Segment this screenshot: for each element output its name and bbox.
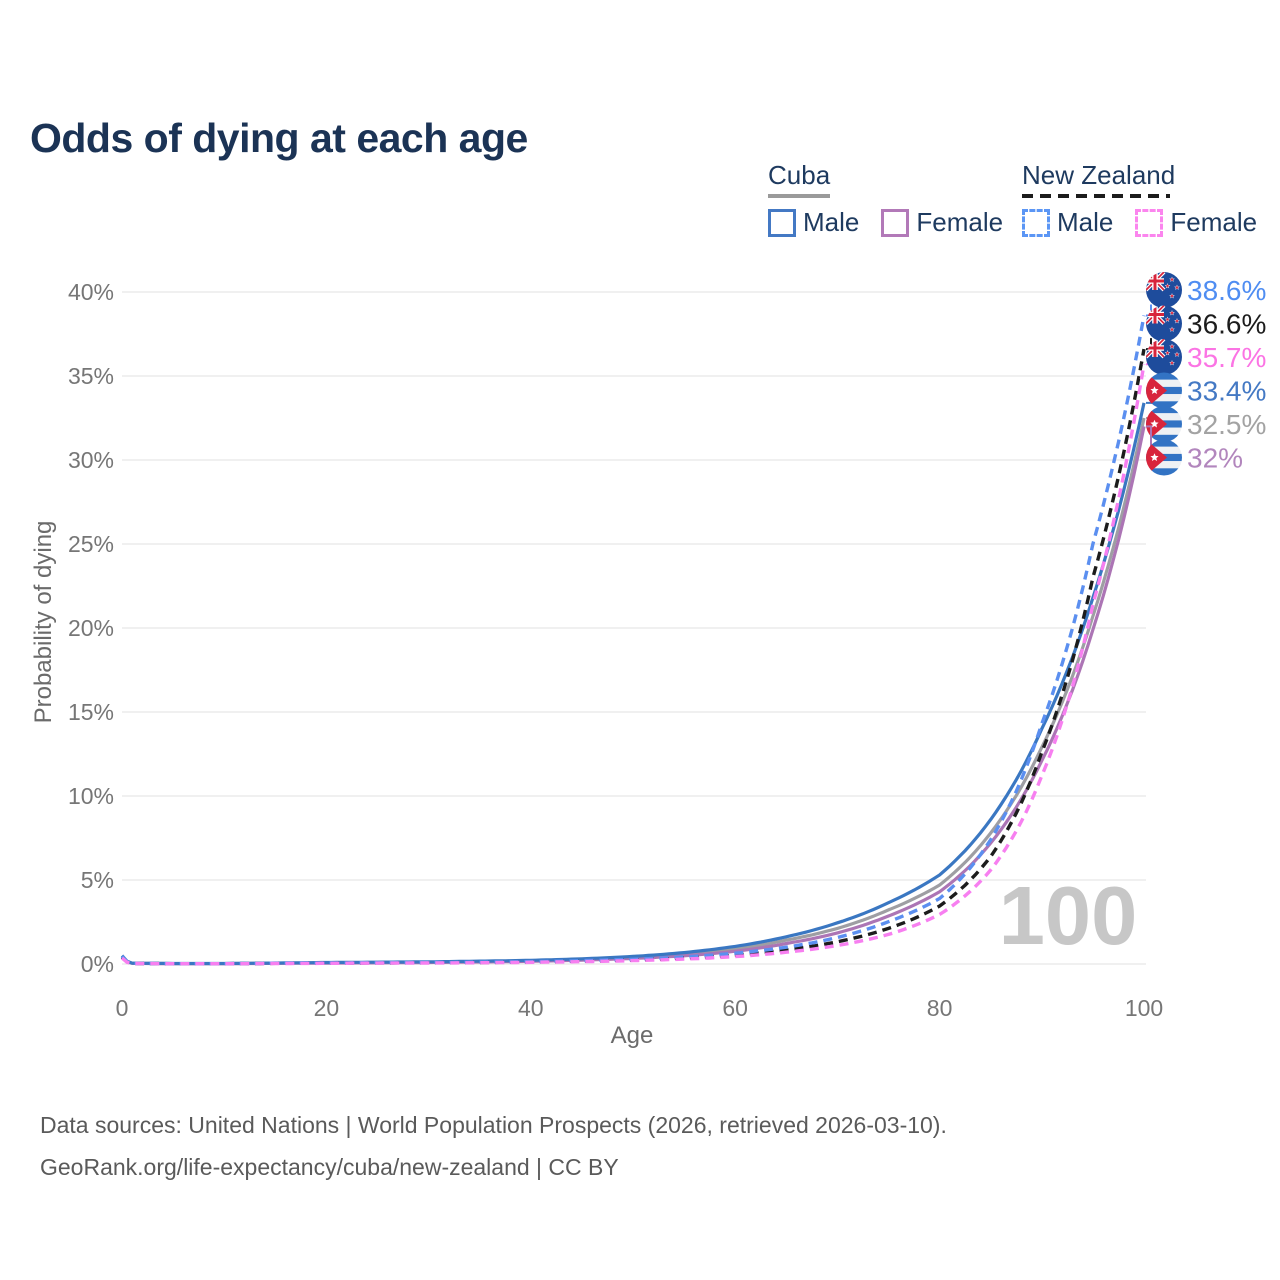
end-value-label-cuba-male: 33.4% (1187, 376, 1266, 407)
end-value-label-cuba-female: 32% (1187, 443, 1243, 474)
legend-label-cuba-male[interactable]: Male (803, 207, 860, 237)
new-zealand-flag-icon (1146, 306, 1182, 342)
x-tick-label: 40 (518, 995, 544, 1021)
y-tick-label: 10% (68, 783, 114, 809)
y-tick-label: 25% (68, 531, 114, 557)
y-tick-label: 15% (68, 699, 114, 725)
y-tick-label: 5% (81, 867, 114, 893)
page-title: Odds of dying at each age (30, 115, 528, 162)
y-tick-label: 20% (68, 615, 114, 641)
x-axis-title: Age (610, 1022, 654, 1049)
attribution-line: GeoRank.org/life-expectancy/cuba/new-zea… (40, 1154, 619, 1180)
cuba-flag-icon (1146, 373, 1182, 409)
x-tick-label: 60 (722, 995, 748, 1021)
legend-group-new-zealand: New Zealand Male Female (1022, 160, 1279, 238)
y-tick-label: 0% (81, 951, 114, 977)
legend-cuba-title: Cuba (768, 160, 831, 190)
x-tick-label: 100 (1125, 995, 1163, 1021)
legend-nz-title: New Zealand (1022, 160, 1176, 190)
series-line-nz-female[interactable] (120, 363, 1146, 966)
hovered-age-watermark: 100 (998, 869, 1138, 962)
end-value-label-nz-male: 38.6% (1187, 275, 1266, 306)
legend-swatch-nz-female[interactable] (1135, 208, 1164, 237)
legend-swatch-cuba-male[interactable] (768, 208, 796, 237)
y-tick-label: 40% (68, 279, 114, 305)
y-axis-title: Probability of dying (30, 520, 57, 724)
legend-label-nz-male[interactable]: Male (1057, 207, 1114, 237)
legend-label-nz-female[interactable]: Female (1170, 207, 1258, 237)
cuba-flag-icon (1146, 440, 1182, 476)
legend-cuba-underline (768, 194, 830, 198)
legend-swatch-nz-male[interactable] (1022, 208, 1050, 237)
legend-swatch-cuba-female[interactable] (881, 208, 910, 237)
x-tick-label: 0 (116, 995, 129, 1021)
end-value-label-cuba-total: 32.5% (1187, 409, 1266, 440)
x-tick-label: 80 (927, 995, 953, 1021)
y-tick-label: 35% (68, 363, 114, 389)
legend-label-cuba-female[interactable]: Female (916, 207, 1004, 237)
new-zealand-flag-icon (1146, 272, 1182, 308)
series-line-nz-male[interactable] (120, 315, 1146, 966)
new-zealand-flag-icon (1146, 339, 1182, 375)
legend-cuba-items: Male Female (768, 207, 1025, 238)
y-tick-label: 30% (68, 447, 114, 473)
legend-group-cuba: Cuba Male Female (768, 160, 1025, 238)
legend-nz-items: Male Female (1022, 207, 1279, 238)
legend-nz-underline (1022, 194, 1170, 198)
end-value-label-nz-total: 36.6% (1187, 309, 1266, 340)
end-value-label-nz-female: 35.7% (1187, 342, 1266, 373)
data-sources-line: Data sources: United Nations | World Pop… (40, 1112, 947, 1138)
x-tick-label: 20 (314, 995, 340, 1021)
